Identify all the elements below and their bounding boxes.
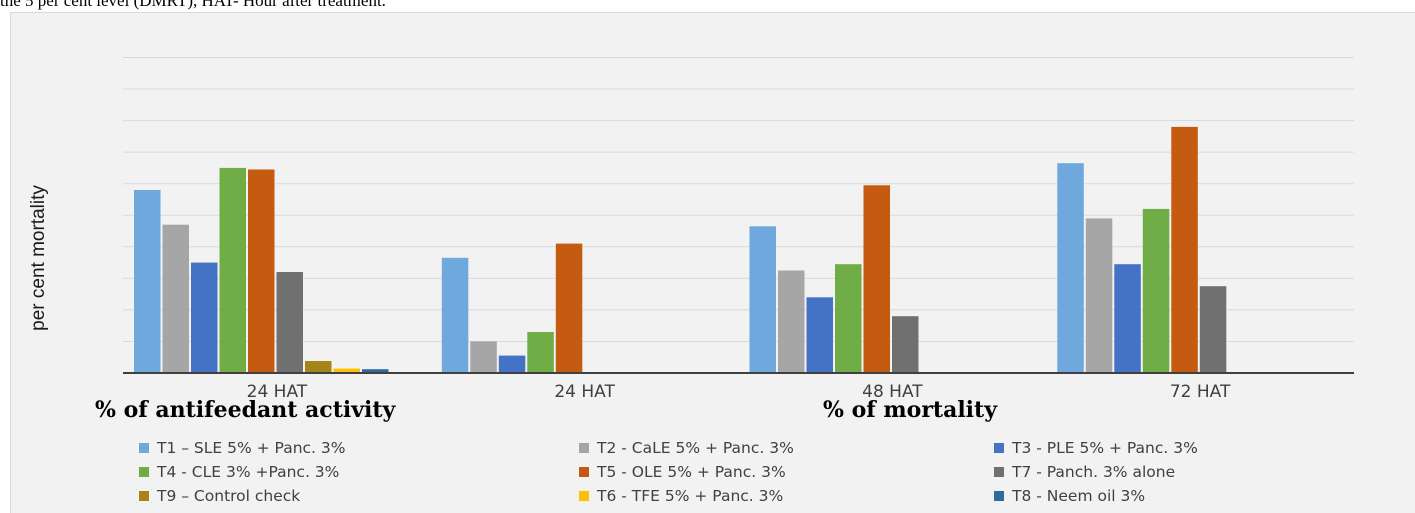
legend-swatch	[139, 443, 149, 453]
bar-8-group-1	[333, 368, 360, 373]
legend-label: T5 - OLE 5% + Panc. 3%	[597, 463, 786, 481]
bar-7-group-1	[305, 361, 332, 373]
bar-6-group-4	[1199, 286, 1227, 373]
legend-item: T1 – SLE 5% + Panc. 3%	[139, 437, 346, 459]
chart-panel: 24 HAT 24 HAT 48 HAT 72 HAT per cent mortal…	[10, 12, 1415, 513]
bar-3-group-2	[498, 355, 526, 373]
legend-swatch	[579, 491, 589, 501]
bar-2-group-1	[162, 224, 189, 373]
bar-9-group-1	[362, 369, 389, 373]
legend-swatch	[579, 443, 589, 453]
legend-item: T4 - CLE 3% +Panc. 3%	[139, 461, 339, 483]
legend-item: T8 - Neem oil 3%	[994, 485, 1145, 507]
x-tick-labels: 24 HAT 24 HAT 48 HAT 72 HAT	[247, 382, 1231, 402]
bars	[134, 126, 1227, 374]
bar-1-group-1	[134, 190, 161, 373]
legend-label: T7 - Panch. 3% alone	[1012, 463, 1176, 481]
bar-5-group-4	[1171, 126, 1198, 374]
figure-caption: the 5 per cent level (DMRT), HAT- Hour a…	[0, 0, 386, 10]
legend-label: T8 - Neem oil 3%	[1012, 487, 1146, 505]
y-axis-label: per cent mortality	[28, 185, 49, 331]
x-tick-label: 48 HAT	[862, 382, 923, 402]
bar-3-group-4	[1114, 264, 1141, 373]
bar-5-group-2	[555, 243, 583, 373]
legend-swatch	[994, 491, 1004, 501]
bar-3-group-1	[191, 262, 218, 373]
bar-2-group-3	[778, 270, 805, 373]
legend-label: T3 - PLE 5% + Panc. 3%	[1012, 439, 1198, 457]
legend-item: T3 - PLE 5% + Panc. 3%	[994, 437, 1198, 459]
bar-2-group-4	[1085, 218, 1113, 373]
legend-item: T5 - OLE 5% + Panc. 3%	[579, 461, 786, 483]
x-tick-label: 24 HAT	[247, 382, 308, 402]
legend-label: T4 - CLE 3% +Panc. 3%	[157, 463, 340, 481]
legend-swatch	[139, 491, 149, 501]
chart-legend: T1 – SLE 5% + Panc. 3% T2 - CaLE 5% + Pan…	[11, 437, 1415, 513]
legend-label: T9 – Control check	[157, 487, 301, 505]
bar-6-group-1	[276, 272, 303, 373]
bar-6-group-3	[892, 316, 919, 373]
legend-label: T1 – SLE 5% + Panc. 3%	[157, 439, 346, 457]
legend-item: T9 – Control check	[139, 485, 300, 507]
bar-1-group-4	[1057, 163, 1084, 373]
bar-chart: 24 HAT 24 HAT 48 HAT 72 HAT	[123, 57, 1354, 402]
bar-2-group-2	[470, 341, 497, 373]
bar-1-group-2	[441, 257, 469, 373]
bar-4-group-3	[835, 264, 862, 373]
antifeedant-group-title: % of antifeedant activity	[95, 397, 396, 423]
bar-4-group-2	[527, 332, 554, 373]
bar-1-group-3	[749, 226, 776, 373]
x-tick-label: 24 HAT	[554, 382, 615, 402]
mortality-group-title: % of mortality	[823, 397, 997, 423]
legend-item: T6 - TFE 5% + Panc. 3%	[579, 485, 783, 507]
legend-label: T2 - CaLE 5% + Panc. 3%	[597, 439, 794, 457]
legend-swatch	[579, 467, 589, 477]
x-tick-label: 72 HAT	[1170, 382, 1231, 402]
bar-4-group-4	[1142, 208, 1170, 373]
legend-item: T2 - CaLE 5% + Panc. 3%	[579, 437, 794, 459]
legend-swatch	[139, 467, 149, 477]
legend-swatch	[994, 443, 1004, 453]
bar-5-group-1	[248, 169, 275, 373]
legend-label: T6 - TFE 5% + Panc. 3%	[597, 487, 784, 505]
legend-swatch	[994, 467, 1004, 477]
bar-4-group-1	[219, 167, 246, 373]
gridlines	[123, 57, 1354, 342]
bar-5-group-3	[863, 185, 890, 373]
legend-item: T7 - Panch. 3% alone	[994, 461, 1175, 483]
bar-3-group-3	[806, 297, 833, 373]
